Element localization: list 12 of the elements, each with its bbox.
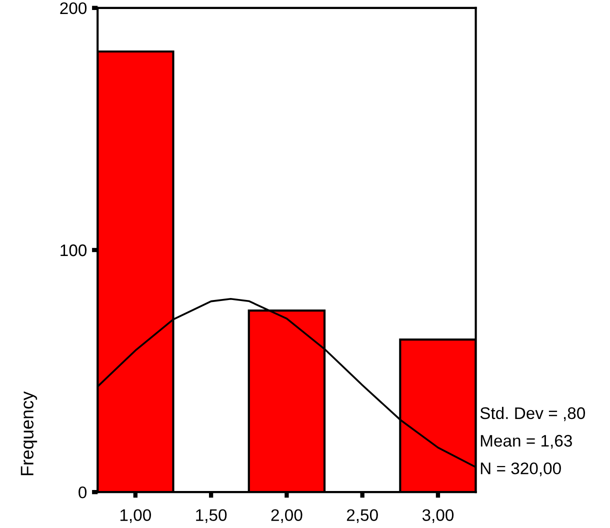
text: Std. Dev = ,80 <box>480 406 586 422</box>
x-tick-label: 2,00 <box>271 509 302 523</box>
y-tick-label: 200 <box>60 2 87 14</box>
text: N = 320,00 <box>480 462 561 476</box>
y-tick-label: 100 <box>60 244 87 256</box>
x-tick-label: 1,50 <box>196 509 227 523</box>
y-axis-title: Frequency <box>20 391 38 476</box>
y-tick-label: 0 <box>78 486 87 498</box>
x-tick-label: 1,00 <box>120 509 151 523</box>
x-tick-label: 3,00 <box>422 509 454 523</box>
text: Mean = 1,63 <box>480 434 572 449</box>
x-tick-label: 2,50 <box>346 509 378 523</box>
